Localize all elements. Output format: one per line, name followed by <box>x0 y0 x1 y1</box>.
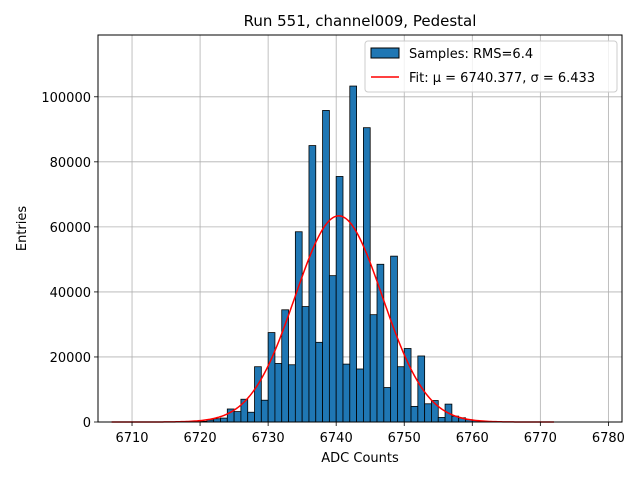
histogram-bars <box>199 85 494 423</box>
histogram-bar <box>267 332 276 423</box>
histogram-bar <box>390 255 398 423</box>
histogram-bar <box>274 363 283 423</box>
histogram-bar <box>301 306 310 423</box>
histogram-bar <box>369 314 378 423</box>
x-axis-label: ADC Counts <box>321 451 399 466</box>
x-tick-label: 6760 <box>456 431 489 446</box>
histogram-bar <box>260 399 269 423</box>
legend-label-fit: Fit: μ = 6740.377, σ = 6.433 <box>409 71 595 86</box>
histogram-bar <box>437 417 446 423</box>
histogram-bar <box>424 403 432 423</box>
y-tick-label: 20000 <box>50 351 91 366</box>
histogram-bar <box>315 341 323 423</box>
histogram-bar <box>410 405 419 423</box>
histogram-bar <box>220 417 228 423</box>
histogram-bar <box>383 387 392 423</box>
x-tick-label: 6730 <box>252 431 285 446</box>
y-tick-label: 100000 <box>41 91 91 106</box>
x-tick-label: 6710 <box>115 431 148 446</box>
legend: Samples: RMS=6.4 Fit: μ = 6740.377, σ = … <box>364 40 618 93</box>
x-tick-label: 6770 <box>524 431 557 446</box>
x-tick-label: 6780 <box>592 431 625 446</box>
histogram-bar <box>335 176 344 423</box>
x-axis-ticks: 6710 6720 6730 6740 6750 6760 6770 6780 <box>115 422 625 446</box>
y-tick-label: 80000 <box>50 156 91 171</box>
histogram-bar <box>397 366 405 423</box>
legend-box <box>364 40 618 93</box>
histogram-bar <box>254 366 262 423</box>
histogram-bar <box>356 368 364 423</box>
histogram-bar <box>349 85 357 423</box>
histogram-bar <box>328 275 337 423</box>
legend-swatch-histogram <box>370 47 400 59</box>
grid-lines <box>98 35 622 423</box>
y-axis-ticks: 0 20000 40000 60000 80000 100000 <box>41 91 98 431</box>
y-tick-label: 60000 <box>50 221 91 236</box>
histogram-bar <box>233 411 242 423</box>
y-tick-label: 40000 <box>50 286 91 301</box>
histogram-bar <box>376 263 385 423</box>
chart-title: Run 551, channel009, Pedestal <box>244 12 477 30</box>
histogram-bar <box>363 127 371 423</box>
histogram-bar <box>417 355 426 423</box>
histogram-bar <box>294 231 303 423</box>
x-tick-label: 6750 <box>388 431 421 446</box>
legend-label-histogram: Samples: RMS=6.4 <box>409 47 533 62</box>
histogram-bar <box>288 364 296 423</box>
y-axis-label: Entries <box>15 206 30 252</box>
histogram-bar <box>322 110 330 423</box>
histogram-bar <box>403 348 412 423</box>
x-tick-label: 6740 <box>320 431 353 446</box>
histogram-bar <box>308 145 317 423</box>
histogram-bar <box>247 411 255 423</box>
plot-frame <box>97 34 623 423</box>
y-tick-label: 0 <box>83 416 91 431</box>
x-tick-label: 6720 <box>184 431 217 446</box>
histogram-bar <box>342 363 351 423</box>
